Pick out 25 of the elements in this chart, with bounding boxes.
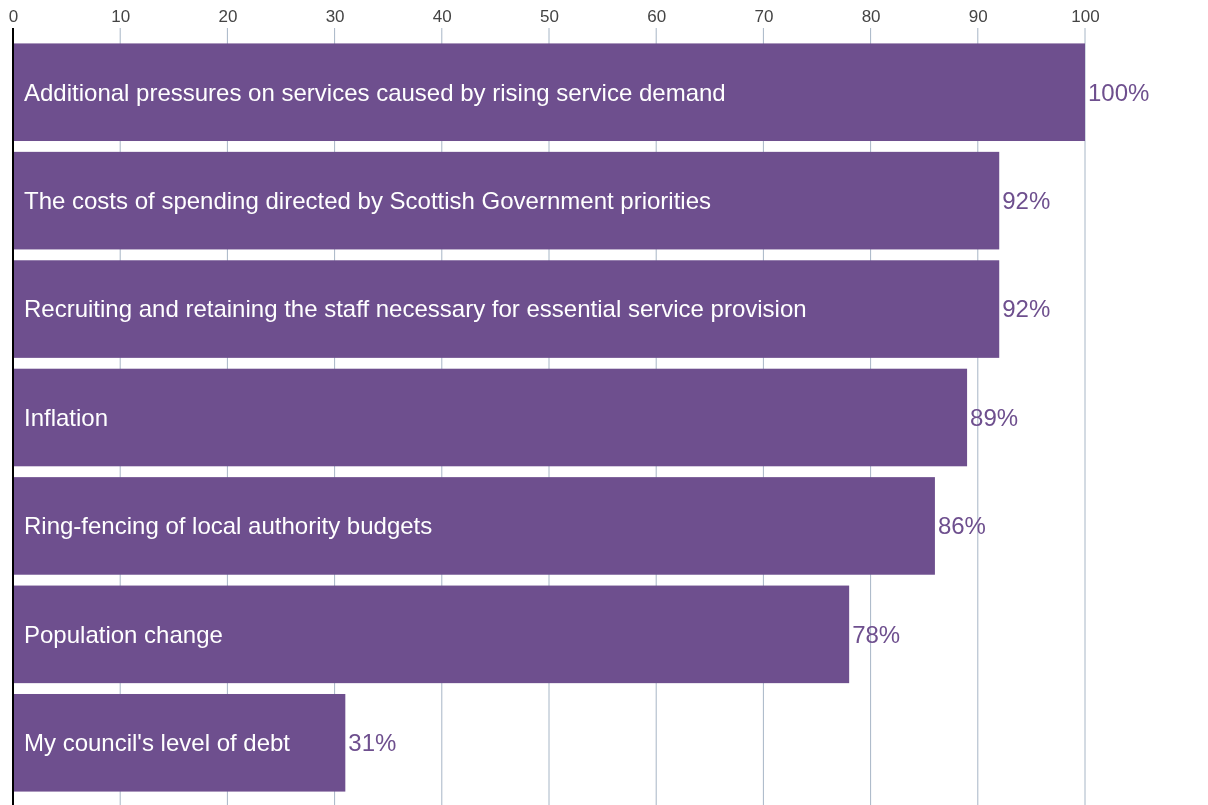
x-tick-label: 80 bbox=[861, 7, 881, 26]
x-tick-label: 60 bbox=[647, 7, 667, 26]
data-label: 92% bbox=[1002, 187, 1051, 215]
x-tick-label: 90 bbox=[968, 7, 988, 26]
data-label: 86% bbox=[937, 512, 986, 540]
y-tick-label: Recruiting and retaining the staff necessary for essential service provision bbox=[24, 295, 807, 323]
x-tick-label: 30 bbox=[325, 7, 345, 26]
x-tick-label: 70 bbox=[754, 7, 774, 26]
y-tick-label: Inflation bbox=[24, 403, 109, 431]
data-label: 89% bbox=[970, 403, 1019, 431]
x-tick-label: 40 bbox=[432, 7, 452, 26]
x-tick-label: 10 bbox=[111, 7, 131, 26]
data-label: 31% bbox=[348, 729, 397, 757]
x-tick-label: 20 bbox=[218, 7, 238, 26]
y-tick-label: Ring-fencing of local authority budgets bbox=[24, 512, 433, 540]
y-tick-label: Additional pressures on services caused by rising service demand bbox=[24, 78, 726, 106]
data-label: 100% bbox=[1088, 78, 1150, 106]
x-tick-label: 100 bbox=[1071, 7, 1100, 26]
data-label: 78% bbox=[852, 620, 901, 648]
x-tick-label: 50 bbox=[540, 7, 559, 26]
y-tick-label: My council's level of debt bbox=[24, 729, 291, 757]
y-tick-label: Population change bbox=[24, 620, 223, 648]
data-label: 92% bbox=[1002, 295, 1051, 323]
x-tick-label: 0 bbox=[8, 7, 19, 26]
y-tick-label: The costs of spending directed by Scottish Government priorities bbox=[24, 187, 711, 215]
